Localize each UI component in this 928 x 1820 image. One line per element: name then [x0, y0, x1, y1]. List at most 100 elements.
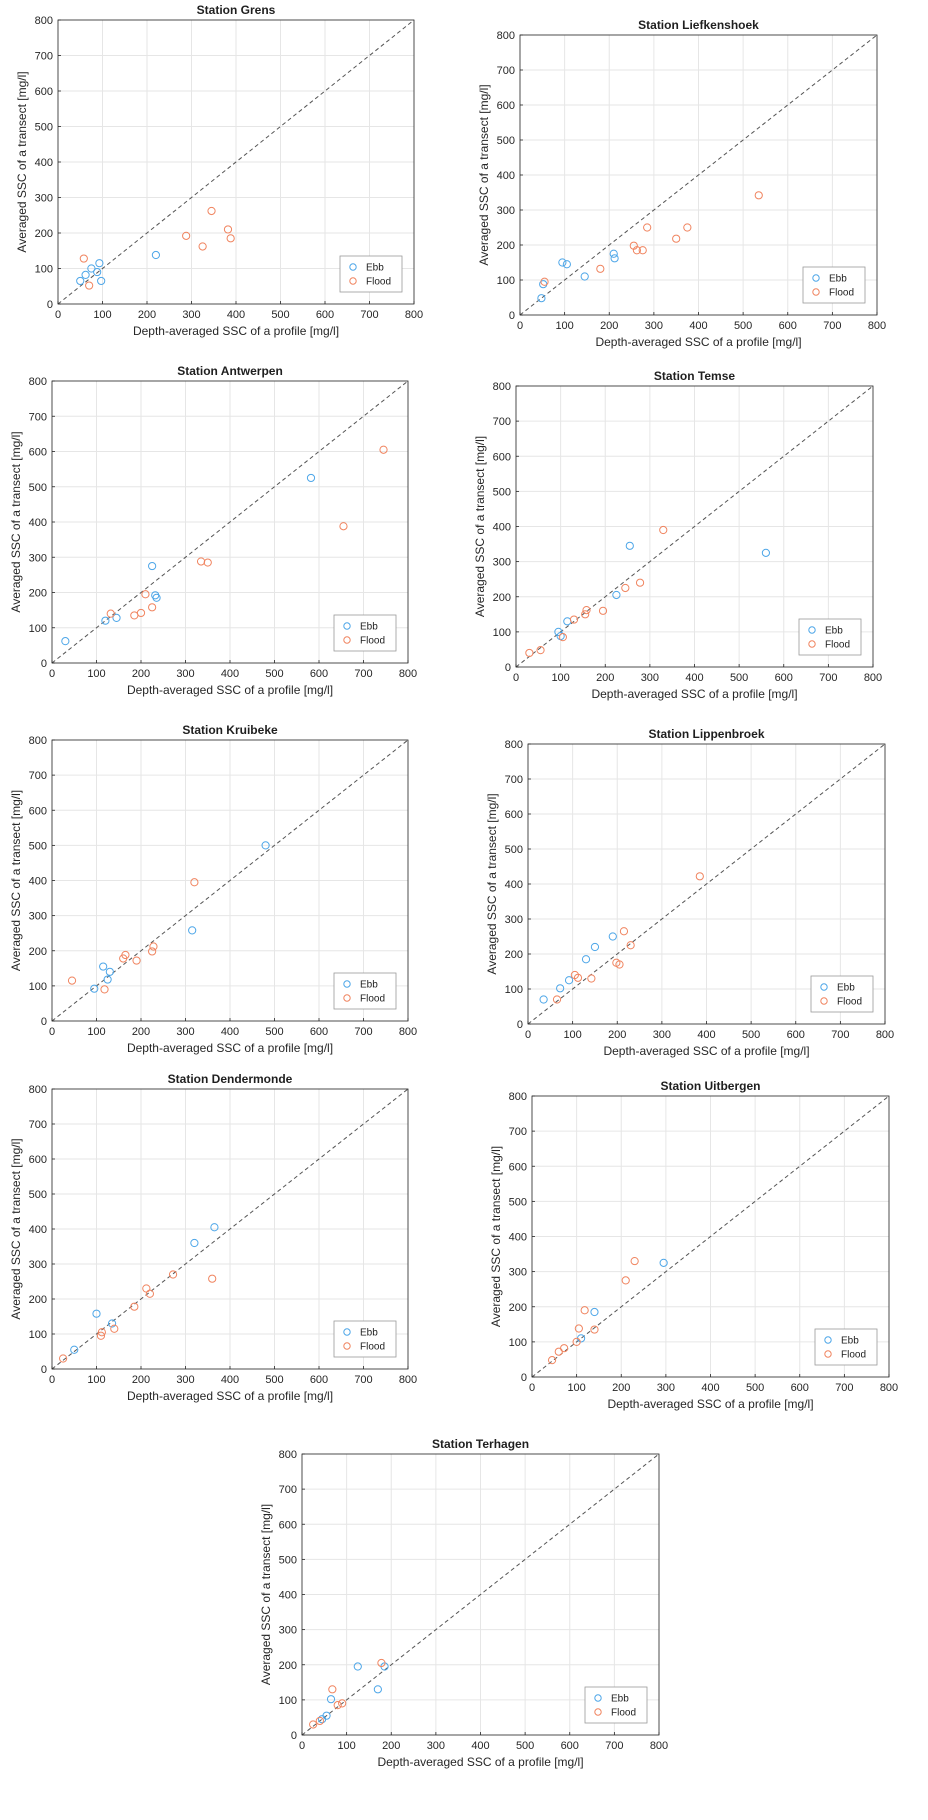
y-tick-label: 300 [509, 1267, 527, 1279]
y-tick-label: 700 [497, 65, 515, 77]
data-point [168, 1270, 178, 1279]
x-tick-label: 0 [525, 1029, 531, 1041]
legend-marker [343, 622, 351, 630]
x-tick-label: 600 [787, 1029, 805, 1041]
data-point [619, 927, 629, 936]
legend-label: Ebb [360, 980, 378, 991]
data-point [92, 1309, 101, 1318]
data-point [598, 606, 608, 615]
data-point [573, 973, 583, 982]
x-tick-label: 300 [176, 1026, 194, 1038]
x-tick-label: 200 [612, 1382, 630, 1394]
plot-area: 0 100 200 300 400 500 600 700 800 0 100 200 300 400 50… [9, 364, 417, 697]
data-point [87, 264, 96, 273]
scatter-panel: 0 100 200 300 400 500 600 700 800 0 100 200 300 400 50… [259, 1437, 668, 1769]
data-point [582, 605, 591, 615]
y-tick-label: 500 [505, 844, 523, 856]
data-point [353, 1662, 362, 1671]
x-tick-label: 400 [701, 1382, 719, 1394]
data-point [564, 976, 574, 985]
data-point [190, 1238, 199, 1248]
legend-marker [343, 636, 351, 644]
x-tick-label: 0 [49, 668, 55, 680]
legend-label: Flood [829, 288, 854, 299]
reference-line [51, 739, 409, 1022]
y-tick-label: 800 [497, 30, 515, 42]
legend-label: Flood [837, 997, 862, 1008]
y-tick-label: 600 [29, 447, 47, 459]
data-point [223, 225, 233, 234]
data-point [95, 259, 104, 268]
data-point [101, 616, 110, 625]
x-tick-label: 300 [641, 672, 659, 684]
plot-area: 0 100 200 300 400 500 600 700 800 0 100 200 300 400 50… [9, 723, 417, 1055]
y-tick-label: 200 [497, 240, 515, 252]
data-point [61, 637, 70, 646]
y-tick-label: 0 [41, 658, 47, 670]
data-point [626, 941, 635, 950]
x-axis-label: Depth-averaged SSC of a profile [mg/l] [377, 1755, 583, 1769]
y-tick-label: 400 [35, 157, 53, 169]
y-tick-label: 600 [279, 1519, 297, 1531]
x-tick-label: 500 [734, 320, 752, 332]
data-point [107, 1319, 117, 1328]
y-tick-label: 200 [35, 228, 53, 240]
x-tick-label: 0 [49, 1374, 55, 1386]
data-point [198, 242, 207, 251]
data-point [148, 603, 157, 612]
x-tick-label: 500 [516, 1740, 534, 1752]
legend-box [802, 266, 866, 304]
y-tick-label: 700 [509, 1126, 527, 1138]
x-tick-label: 500 [746, 1382, 764, 1394]
x-tick-label: 500 [271, 309, 289, 321]
x-tick-label: 300 [645, 320, 663, 332]
data-point [590, 942, 600, 952]
data-point [148, 561, 157, 571]
series-flood [309, 1658, 386, 1729]
data-point [59, 1354, 68, 1363]
legend-label: Ebb [829, 274, 847, 285]
data-point [540, 277, 549, 286]
data-point [67, 976, 77, 985]
data-point [132, 956, 141, 965]
data-point [145, 1289, 155, 1298]
data-point [609, 249, 618, 258]
data-point [151, 250, 161, 260]
y-tick-label: 400 [29, 1224, 47, 1236]
data-point [635, 578, 645, 587]
legend-label: Ebb [837, 983, 855, 994]
scatter-panel: 0 100 200 300 400 500 600 700 800 0 100 200 300 400 50… [489, 1079, 898, 1411]
reference-line [301, 1453, 660, 1736]
data-point [632, 246, 642, 255]
series-ebb [61, 473, 316, 646]
y-tick-label: 600 [35, 86, 53, 98]
x-axis-label: Depth-averaged SSC of a profile [mg/l] [591, 687, 797, 701]
chart-title: Station Dendermonde [168, 1072, 293, 1086]
x-tick-label: 100 [551, 672, 569, 684]
series-flood [540, 191, 763, 286]
x-tick-label: 100 [93, 309, 111, 321]
data-point [547, 1356, 557, 1365]
data-point [208, 1274, 217, 1283]
reference-line [51, 380, 409, 664]
data-point [309, 1720, 318, 1729]
y-tick-label: 200 [509, 1302, 527, 1314]
y-tick-label: 0 [41, 1364, 47, 1376]
series-ebb [539, 932, 617, 1004]
legend-label: Flood [825, 640, 850, 651]
y-tick-label: 100 [509, 1337, 527, 1349]
legend-marker [343, 1328, 351, 1336]
data-point [106, 609, 115, 618]
y-tick-label: 400 [505, 879, 523, 891]
x-tick-label: 500 [265, 1374, 283, 1386]
x-tick-label: 0 [55, 309, 61, 321]
x-tick-label: 700 [835, 1382, 853, 1394]
data-point [587, 974, 596, 983]
series-ebb [76, 250, 161, 286]
legend-marker [349, 277, 357, 285]
data-point [207, 206, 216, 216]
data-point [326, 1695, 336, 1704]
reference-line [515, 385, 874, 668]
data-point [643, 223, 652, 232]
legend-marker [812, 288, 820, 296]
